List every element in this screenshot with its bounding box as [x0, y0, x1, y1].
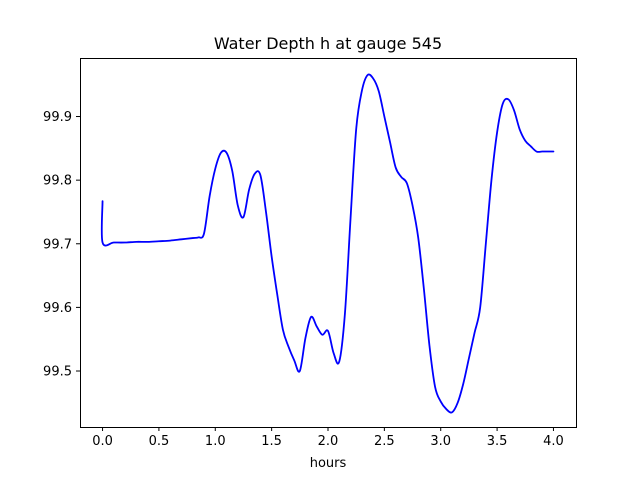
chart-title: Water Depth h at gauge 545: [214, 34, 442, 53]
x-tick-label: 1.5: [261, 434, 282, 449]
y-tick-label: 99.9: [43, 110, 72, 125]
y-tick-label: 99.6: [43, 301, 72, 316]
plot-frame: [80, 58, 577, 428]
x-tick-label: 2.5: [374, 434, 395, 449]
x-tick-label: 4.0: [543, 434, 564, 449]
y-axis-ticks: 99.5 99.6 99.7 99.8 99.9: [43, 110, 80, 380]
x-axis-label: hours: [310, 456, 347, 471]
x-tick-label: 3.5: [487, 434, 508, 449]
x-tick-label: 3.0: [430, 434, 451, 449]
water-depth-line: [100, 73, 555, 414]
x-tick-label: 0.5: [149, 434, 170, 449]
x-axis-ticks: 0.0 0.5 1.0 1.5 2.0 2.5 3.0 3.5 4.0: [92, 427, 564, 449]
y-tick-label: 99.7: [43, 237, 72, 252]
y-tick-label: 99.5: [43, 365, 72, 380]
x-tick-label: 2.0: [318, 434, 339, 449]
series-group: [100, 73, 555, 414]
y-tick-label: 99.8: [43, 174, 72, 189]
x-tick-label: 0.0: [92, 434, 113, 449]
x-tick-label: 1.0: [205, 434, 226, 449]
